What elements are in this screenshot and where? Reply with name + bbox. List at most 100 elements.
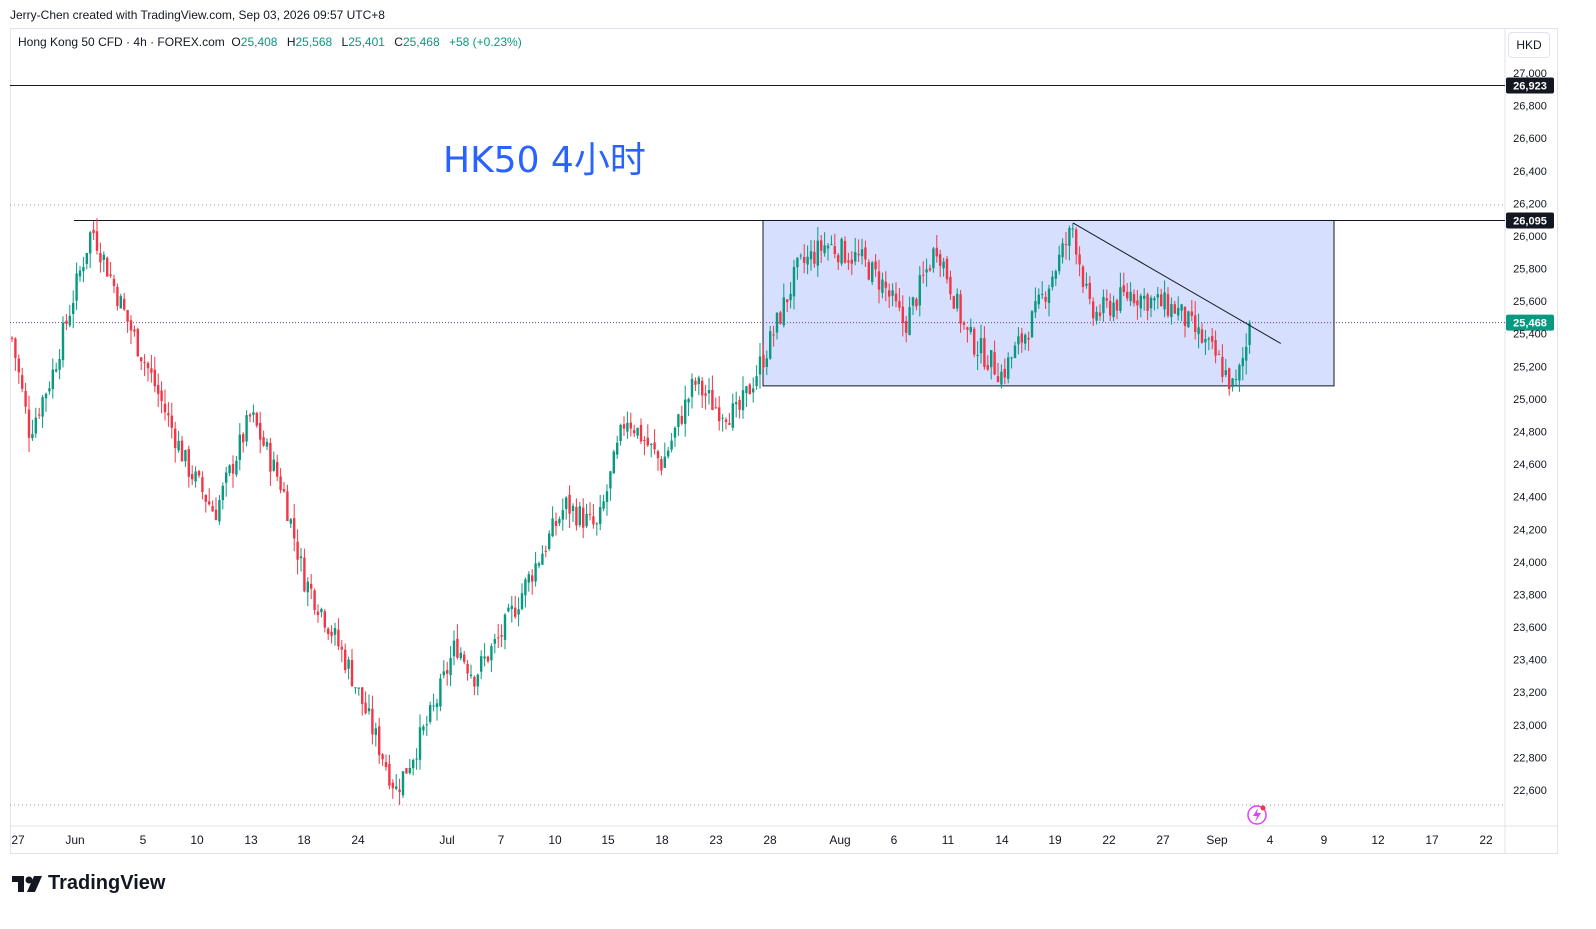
candle: [177, 430, 180, 453]
candle-body: [1241, 357, 1244, 367]
candle: [286, 484, 289, 522]
candle: [208, 488, 211, 506]
candle-body: [469, 674, 473, 677]
candle: [973, 326, 976, 358]
currency-button[interactable]: HKD: [1508, 32, 1550, 58]
candle-body: [643, 440, 646, 442]
candle: [119, 293, 122, 309]
candle-body: [1221, 356, 1224, 377]
candle-body: [364, 702, 367, 714]
candle: [990, 349, 993, 380]
candle-body: [911, 297, 915, 306]
candle-body: [1180, 304, 1183, 311]
candle-body: [1115, 300, 1119, 311]
candle-body: [340, 646, 343, 650]
candle-body: [136, 328, 139, 357]
candle: [272, 451, 275, 472]
candle-body: [1119, 287, 1122, 311]
candle: [456, 624, 459, 660]
candle-body: [1102, 296, 1105, 314]
candle-body: [320, 608, 323, 613]
candle-body: [1044, 296, 1047, 302]
candle: [1051, 270, 1054, 291]
candle-body: [684, 399, 687, 424]
candle: [891, 283, 894, 307]
candle-body: [306, 581, 309, 593]
chart-credit: Jerry-Chen created with TradingView.com,…: [10, 8, 385, 22]
candle: [1126, 283, 1129, 302]
candle: [684, 385, 687, 437]
candle: [1112, 295, 1115, 322]
candle: [412, 758, 415, 776]
candle-body: [1027, 337, 1030, 340]
candle: [163, 389, 167, 421]
candle: [585, 503, 588, 529]
x-tick-label: 4: [1267, 833, 1274, 847]
candle: [174, 421, 177, 463]
candle: [507, 603, 510, 613]
candle: [531, 569, 534, 595]
candle: [405, 767, 408, 774]
candle: [78, 265, 82, 282]
candle-body: [616, 442, 619, 455]
candle: [1115, 298, 1119, 320]
candle-body: [245, 415, 248, 442]
candle-body: [446, 670, 449, 674]
candle-body: [89, 232, 92, 254]
candle-body: [75, 273, 78, 301]
candle: [303, 548, 306, 593]
x-tick-label: Jun: [65, 833, 84, 847]
x-tick-label: 7: [498, 833, 505, 847]
tradingview-footer[interactable]: TradingView: [12, 872, 165, 895]
candle-body: [969, 326, 972, 332]
candle: [792, 259, 796, 310]
candle-body: [1129, 291, 1132, 301]
candle: [871, 260, 874, 286]
candle-body: [14, 338, 17, 358]
candle: [537, 561, 541, 569]
candle: [17, 354, 20, 384]
candle: [323, 609, 326, 633]
candle-body: [854, 252, 857, 262]
x-tick-label: 13: [244, 833, 258, 847]
candle-body: [208, 501, 211, 505]
candle-body: [677, 414, 680, 428]
candle-body: [330, 631, 333, 636]
high-value: 25,568: [295, 35, 333, 49]
candle: [864, 240, 867, 268]
open-label: O: [231, 35, 241, 49]
candle-body: [238, 434, 241, 460]
candle-body: [92, 229, 95, 234]
candle-body: [1214, 340, 1217, 356]
candle: [469, 664, 473, 679]
candle: [660, 456, 663, 476]
candle-body: [1037, 294, 1040, 305]
candle: [167, 402, 170, 427]
candle: [813, 240, 816, 268]
y-tick-label: 22,600: [1513, 785, 1547, 797]
level-label-current-price: 25,468: [1513, 318, 1547, 330]
candle-body: [119, 296, 122, 309]
candle-body: [510, 605, 513, 610]
candle: [687, 397, 690, 416]
candle-body: [435, 703, 439, 708]
candle: [888, 283, 891, 308]
candle: [612, 449, 615, 474]
candle-body: [361, 687, 364, 704]
candle: [1047, 284, 1051, 317]
candle-body: [966, 327, 969, 330]
candle: [789, 281, 792, 309]
x-tick-label: 10: [548, 833, 562, 847]
candle-body: [673, 427, 677, 438]
candle-body: [1078, 254, 1081, 265]
candle: [636, 427, 639, 439]
candle-body: [72, 303, 75, 315]
candle-body: [1017, 336, 1020, 345]
symbol-name[interactable]: Hong Kong 50 CFD · 4h · FOREX.com: [18, 35, 225, 49]
candle: [605, 484, 609, 516]
candle: [803, 244, 806, 274]
candle: [983, 326, 986, 370]
candle-body: [293, 518, 296, 539]
candle-body: [262, 437, 265, 446]
